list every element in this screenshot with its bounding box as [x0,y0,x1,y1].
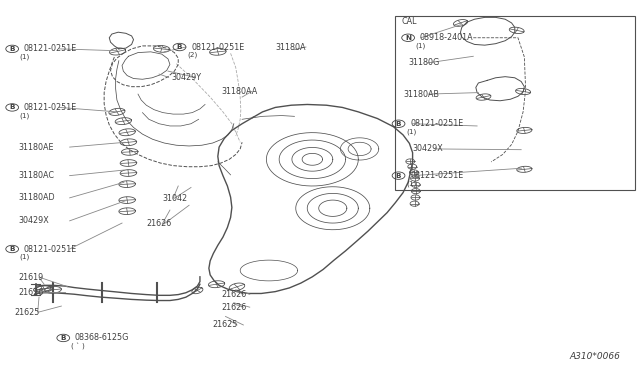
Text: B: B [10,105,15,110]
Text: 21626: 21626 [19,288,44,297]
Text: A310*0066: A310*0066 [569,352,620,361]
Text: 31180AA: 31180AA [221,87,257,96]
Text: 31180G: 31180G [408,58,440,67]
Text: 08121-0251E: 08121-0251E [191,42,244,51]
Text: 31180AB: 31180AB [404,90,440,99]
Bar [396,16,635,190]
Text: B: B [177,44,182,50]
Text: 31180AE: 31180AE [19,142,54,151]
Text: (1): (1) [20,54,30,60]
Text: 31042: 31042 [163,194,188,203]
Text: 21619: 21619 [19,273,44,282]
Text: B: B [396,121,401,127]
Text: B: B [10,246,15,252]
Text: (1): (1) [20,254,30,260]
Text: 30429Y: 30429Y [172,73,202,82]
Text: 08121-0251E: 08121-0251E [410,119,463,128]
Text: CAL: CAL [402,17,417,26]
Text: B: B [10,46,15,52]
Text: (1): (1) [406,180,417,187]
Text: B: B [396,173,401,179]
Text: 30429X: 30429X [413,144,444,153]
Text: 31180AD: 31180AD [19,193,55,202]
Text: (1): (1) [416,43,426,49]
Text: 08121-0251E: 08121-0251E [410,171,463,180]
Text: 21626: 21626 [221,290,246,299]
Text: 21626: 21626 [221,303,246,312]
Text: 08918-2401A: 08918-2401A [420,33,473,42]
Text: 21625: 21625 [212,321,238,330]
Text: (1): (1) [20,112,30,119]
Text: 30429X: 30429X [19,217,49,225]
Text: 08121-0251E: 08121-0251E [24,44,77,53]
Text: 21625: 21625 [15,308,40,317]
Text: (2): (2) [187,52,197,58]
Text: 21626: 21626 [147,219,172,228]
Text: N: N [405,35,411,41]
Text: 08368-6125G: 08368-6125G [75,333,129,343]
Text: 08121-0251E: 08121-0251E [24,244,77,253]
Text: 08121-0251E: 08121-0251E [24,103,77,112]
Text: 31180A: 31180A [275,42,306,51]
Text: ( ` ): ( ` ) [71,343,84,350]
Text: B: B [61,335,66,341]
Text: (1): (1) [406,129,417,135]
Text: 31180AC: 31180AC [19,171,54,180]
